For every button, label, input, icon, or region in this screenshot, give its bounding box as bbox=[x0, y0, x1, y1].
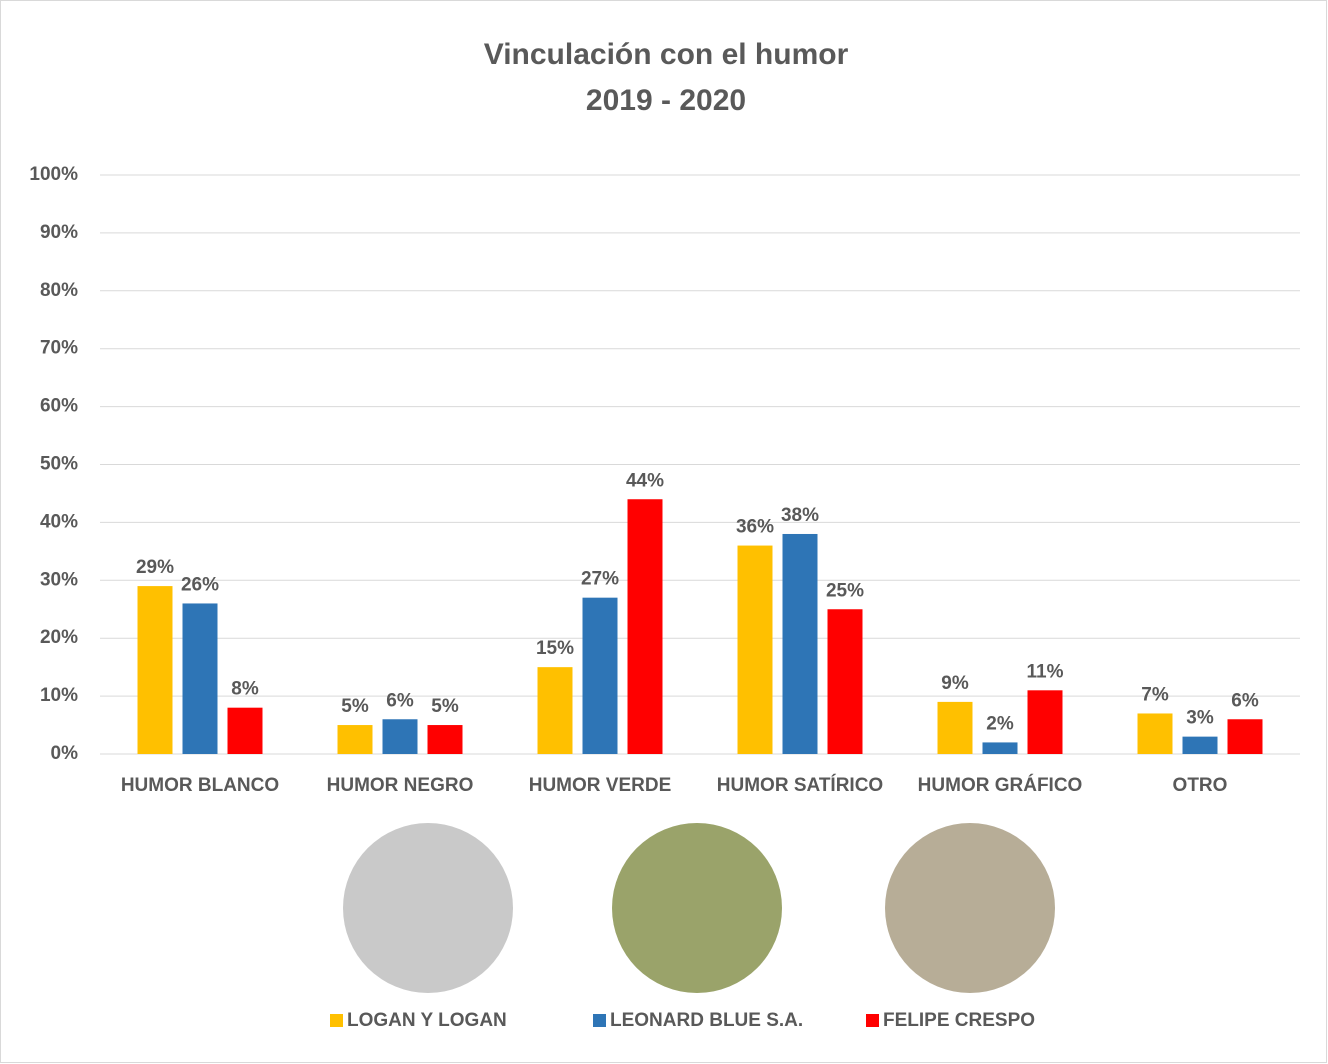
value-label: 8% bbox=[231, 679, 259, 700]
legend-label: LEONARD BLUE S.A. bbox=[610, 1010, 803, 1031]
bar bbox=[338, 725, 373, 754]
value-label: 9% bbox=[941, 673, 969, 694]
value-label: 5% bbox=[431, 696, 459, 717]
value-label: 3% bbox=[1186, 708, 1214, 729]
value-label: 27% bbox=[581, 569, 619, 590]
value-label: 7% bbox=[1141, 684, 1169, 705]
value-label: 38% bbox=[781, 505, 819, 526]
x-tick-label: OTRO bbox=[1173, 775, 1228, 796]
chart: Vinculación con el humor 2019 - 2020 0% 1… bbox=[0, 0, 1328, 1064]
y-tick-label: 10% bbox=[40, 685, 78, 706]
value-label: 6% bbox=[1231, 690, 1259, 711]
y-tick-label: 60% bbox=[40, 396, 78, 417]
value-label: 11% bbox=[1027, 661, 1064, 682]
y-tick-label: 20% bbox=[40, 627, 78, 648]
bar bbox=[138, 586, 173, 754]
bar bbox=[183, 603, 218, 754]
bar bbox=[428, 725, 463, 754]
x-tick-label: HUMOR SATÍRICO bbox=[717, 774, 883, 796]
y-tick-label: 70% bbox=[40, 338, 78, 359]
bar bbox=[1138, 713, 1173, 754]
bar bbox=[783, 534, 818, 754]
chart-subtitle: 2019 - 2020 bbox=[586, 84, 746, 117]
y-tick-label: 80% bbox=[40, 280, 78, 301]
x-tick-label: HUMOR BLANCO bbox=[121, 775, 279, 796]
legend-swatch bbox=[593, 1014, 606, 1027]
bar bbox=[538, 667, 573, 754]
value-label: 29% bbox=[136, 557, 174, 578]
chart-title: Vinculación con el humor bbox=[484, 38, 849, 71]
bar bbox=[828, 609, 863, 754]
value-label: 26% bbox=[181, 574, 219, 595]
y-tick-label: 40% bbox=[40, 511, 78, 532]
photo bbox=[343, 823, 513, 993]
value-label: 6% bbox=[386, 690, 414, 711]
x-tick-label: HUMOR VERDE bbox=[529, 775, 672, 796]
bar bbox=[938, 702, 973, 754]
legend-swatch bbox=[330, 1014, 343, 1027]
value-label: 15% bbox=[536, 638, 574, 659]
value-label: 5% bbox=[341, 696, 369, 717]
photo bbox=[885, 823, 1055, 993]
bar bbox=[983, 742, 1018, 754]
photo bbox=[612, 823, 782, 993]
value-label: 44% bbox=[626, 470, 664, 491]
bar bbox=[738, 546, 773, 754]
y-tick-label: 50% bbox=[40, 454, 78, 475]
value-label: 2% bbox=[986, 713, 1014, 734]
bar bbox=[583, 598, 618, 754]
legend-label: FELIPE CRESPO bbox=[883, 1010, 1035, 1031]
value-label: 25% bbox=[826, 580, 864, 601]
value-label: 36% bbox=[736, 517, 774, 538]
bar bbox=[628, 499, 663, 754]
bar bbox=[1028, 690, 1063, 754]
legend-swatch bbox=[866, 1014, 879, 1027]
x-tick-label: HUMOR GRÁFICO bbox=[918, 774, 1083, 796]
bar bbox=[383, 719, 418, 754]
legend-label: LOGAN Y LOGAN bbox=[347, 1010, 507, 1031]
bar bbox=[1183, 737, 1218, 754]
bar bbox=[1228, 719, 1263, 754]
y-tick-label: 0% bbox=[51, 743, 79, 764]
y-tick-label: 90% bbox=[40, 222, 78, 243]
y-tick-label: 100% bbox=[29, 164, 78, 185]
x-tick-label: HUMOR NEGRO bbox=[327, 775, 474, 796]
y-tick-label: 30% bbox=[40, 569, 78, 590]
bar bbox=[228, 708, 263, 754]
photos bbox=[343, 823, 1055, 993]
